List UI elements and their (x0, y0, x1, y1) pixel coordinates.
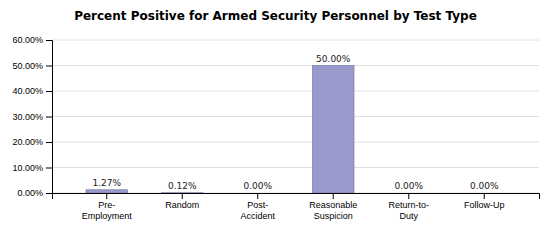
x-tick-mark (182, 193, 183, 199)
x-tick-label: Random (165, 200, 199, 210)
y-tick-label: 30.00% (12, 112, 43, 122)
y-tick-mark (46, 168, 52, 169)
grid-line (52, 40, 539, 41)
x-tick-label-line: Return-to- (388, 200, 429, 210)
x-tick-label: Pre-Employment (82, 200, 133, 220)
x-tick: Follow-Up (464, 193, 505, 210)
y-tick: 10.00% (12, 163, 52, 173)
grid-line (52, 116, 539, 117)
x-tick: Return-to-Duty (388, 193, 429, 221)
y-tick-mark (46, 66, 52, 67)
data-label: 50.00% (316, 54, 351, 64)
x-tick-mark (257, 193, 258, 199)
x-tick-label: Return-to-Duty (388, 200, 429, 220)
x-tick-label: Follow-Up (464, 200, 505, 210)
bar (388, 193, 430, 194)
x-tick: Random (165, 193, 199, 210)
bar (463, 193, 505, 194)
data-label: 0.00% (470, 181, 499, 191)
x-tick-label: ReasonableSuspicion (309, 200, 357, 220)
grid (52, 40, 539, 193)
x-tick-label-line: Suspicion (314, 211, 353, 221)
x-tick-mark (484, 193, 485, 199)
x-tick-label-line: Employment (82, 211, 133, 221)
x-tick-label-line: Reasonable (309, 200, 357, 210)
bar (161, 192, 203, 193)
y-tick-label: 10.00% (12, 163, 43, 173)
bar (237, 193, 279, 194)
x-axis-line (53, 194, 540, 200)
y-tick: 0.00% (17, 188, 52, 198)
grid-line (52, 142, 539, 143)
data-label: 0.00% (394, 181, 423, 191)
y-tick-mark (46, 193, 52, 194)
y-tick-label: 0.00% (17, 188, 43, 198)
x-tick: Pre-Employment (82, 193, 133, 221)
x-tick-mark (408, 193, 409, 199)
grid-line (52, 91, 539, 92)
bar (312, 66, 354, 194)
x-tick-label-line: Pre- (98, 200, 115, 210)
x-tick: ReasonableSuspicion (309, 193, 357, 221)
grid-line (52, 65, 539, 66)
data-label: 1.27% (92, 178, 121, 188)
y-tick-label: 40.00% (12, 86, 43, 96)
grid-line (52, 167, 539, 168)
x-tick-label-line: Random (165, 200, 199, 210)
plot: 0.00% 10.00% 20.00% 30.00% 40.00% 50.00% 60.00… (12, 35, 539, 220)
title: Percent Positive for Armed Security Pers… (74, 9, 477, 23)
y-tick-mark (46, 40, 52, 41)
data-labels: 1.27% 0.12% 0.00% 50.00% 0.00% 0.00% (92, 54, 499, 192)
x-tick-mark (333, 193, 334, 199)
y-tick: 20.00% (12, 137, 52, 147)
y-axis: 0.00% 10.00% 20.00% 30.00% 40.00% 50.00% 60.00… (12, 35, 52, 198)
bar (86, 190, 128, 193)
y-tick-label: 50.00% (12, 61, 43, 71)
y-tick: 40.00% (12, 86, 52, 96)
x-tick-label-line: Accident (240, 211, 275, 221)
x-axis: Pre-Employment Random Post-Accident Reasona… (53, 193, 540, 221)
y-tick-label: 20.00% (12, 137, 43, 147)
data-label: 0.00% (243, 181, 272, 191)
y-tick-mark (46, 117, 52, 118)
y-tick-mark (46, 91, 52, 92)
x-tick-mark (106, 193, 107, 199)
x-tick: Post-Accident (240, 193, 275, 221)
y-tick-label: 60.00% (12, 35, 43, 45)
x-tick-label: Post-Accident (240, 200, 275, 220)
y-tick: 30.00% (12, 112, 52, 122)
bars (86, 66, 354, 194)
y-axis-line (46, 41, 53, 194)
x-tick-label-line: Post- (247, 200, 268, 210)
data-label: 0.12% (168, 181, 197, 191)
x-tick-label-line: Duty (399, 211, 418, 221)
y-tick-mark (46, 142, 52, 143)
x-tick-label-line: Follow-Up (464, 200, 505, 210)
chart: Percent Positive for Armed Security Pers… (0, 0, 551, 227)
y-tick: 50.00% (12, 61, 52, 71)
y-tick: 60.00% (12, 35, 52, 45)
